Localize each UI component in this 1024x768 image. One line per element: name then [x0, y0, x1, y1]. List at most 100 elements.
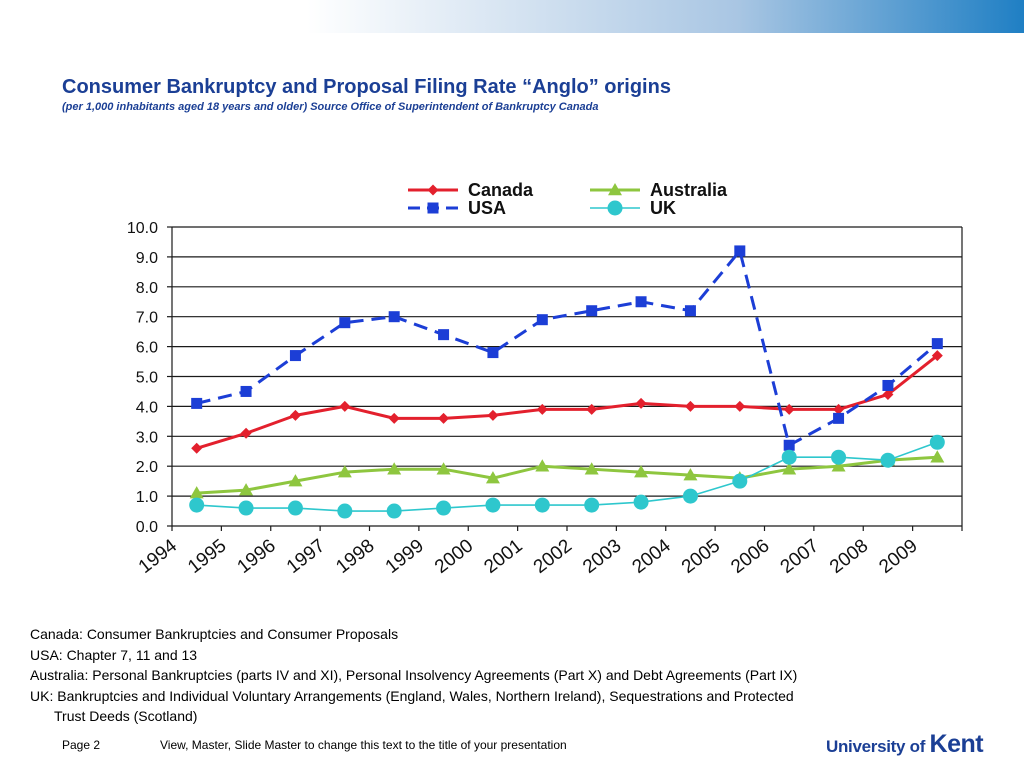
x-tick-label: 2000 — [431, 535, 477, 578]
y-tick-label: 5.0 — [136, 370, 158, 387]
data-point — [635, 397, 647, 409]
legend-item-australia: Australia — [590, 180, 728, 200]
data-point — [633, 494, 649, 510]
series-markers-usa — [191, 245, 943, 451]
x-tick-label: 1997 — [283, 535, 329, 578]
note-uk: UK: Bankruptcies and Individual Voluntar… — [30, 687, 794, 704]
data-point — [586, 403, 598, 415]
data-point — [388, 412, 400, 424]
data-point — [536, 314, 548, 326]
legend-label: Australia — [650, 180, 728, 200]
data-point — [833, 403, 845, 415]
x-tick-label: 2006 — [727, 535, 773, 578]
university-of-kent-logo: University of Kent — [826, 730, 984, 759]
data-point — [833, 412, 845, 424]
data-point — [536, 403, 548, 415]
x-tick-label: 1996 — [234, 535, 280, 578]
data-point — [882, 388, 894, 400]
data-point — [783, 403, 795, 415]
data-point — [438, 329, 450, 341]
x-tick-label: 1994 — [135, 535, 182, 578]
y-tick-label: 10.0 — [127, 220, 158, 237]
data-point — [487, 347, 499, 359]
data-point — [240, 385, 252, 397]
data-point — [240, 427, 252, 439]
logo-kent-text: Kent — [929, 730, 984, 758]
data-point — [189, 497, 205, 513]
data-point — [239, 483, 254, 496]
data-point — [682, 488, 698, 504]
data-point — [882, 379, 894, 391]
x-tick-label: 2004 — [629, 535, 676, 578]
x-tick-label: 2009 — [875, 535, 921, 578]
data-point — [339, 400, 351, 412]
chart-series — [189, 245, 945, 519]
data-point — [288, 474, 303, 487]
data-point — [931, 338, 943, 350]
data-point — [289, 409, 301, 421]
data-point — [607, 200, 623, 216]
x-tick-label: 2002 — [530, 535, 576, 578]
footer-presentation-title: View, Master, Slide Master to change thi… — [160, 738, 567, 752]
chart-legend: Canada Australia USA UK — [408, 180, 728, 218]
data-point — [191, 442, 203, 454]
y-tick-label: 3.0 — [136, 429, 158, 446]
data-point — [535, 459, 550, 472]
y-tick-label: 8.0 — [136, 280, 158, 297]
data-point — [337, 465, 352, 478]
data-point — [586, 305, 598, 317]
data-point — [683, 468, 698, 481]
data-point — [238, 500, 254, 516]
data-point — [584, 497, 600, 513]
data-point — [584, 462, 599, 475]
data-point — [831, 459, 846, 472]
data-point — [436, 462, 451, 475]
data-point — [485, 497, 501, 513]
y-tick-label: 9.0 — [136, 250, 158, 267]
legend-item-canada: Canada — [408, 180, 534, 200]
x-tick-label: 2005 — [678, 535, 724, 578]
data-point — [880, 452, 896, 468]
data-point — [783, 439, 795, 451]
slide-subtitle: (per 1,000 inhabitants aged 18 years and… — [62, 101, 599, 113]
y-tick-label: 0.0 — [136, 519, 158, 536]
data-point — [684, 305, 696, 317]
data-point — [782, 462, 797, 475]
legend-item-usa: USA — [408, 198, 506, 218]
data-point — [337, 503, 353, 519]
data-point — [427, 184, 439, 196]
data-point — [485, 471, 500, 484]
data-point — [191, 397, 203, 409]
note-canada: Canada: Consumer Bankruptcies and Consum… — [30, 626, 399, 642]
x-tick-label: 2008 — [826, 535, 872, 578]
data-point — [930, 450, 945, 463]
x-tick-label: 1998 — [332, 535, 378, 578]
y-tick-label: 2.0 — [136, 459, 158, 476]
data-point — [438, 412, 450, 424]
data-point — [427, 202, 439, 214]
data-point — [388, 311, 400, 323]
y-tick-label: 1.0 — [136, 489, 158, 506]
x-tick-label: 2001 — [480, 535, 526, 578]
x-tick-label: 1995 — [184, 535, 230, 578]
source-notes: Canada: Consumer Bankruptcies and Consum… — [30, 624, 910, 727]
data-point — [635, 296, 647, 308]
data-point — [732, 473, 748, 489]
data-point — [734, 245, 746, 257]
chart-grid — [172, 226, 962, 527]
x-tick-label: 2007 — [777, 535, 823, 578]
y-tick-label: 4.0 — [136, 399, 158, 416]
data-point — [289, 350, 301, 362]
x-tick-label: 1999 — [382, 535, 428, 578]
series-line-uk — [196, 441, 938, 512]
y-tick-label: 6.0 — [136, 340, 158, 357]
series-line-usa — [196, 249, 939, 447]
series-markers-canada — [191, 350, 943, 454]
data-point — [386, 503, 402, 519]
legend-label: UK — [650, 198, 676, 218]
legend-label: Canada — [468, 180, 534, 200]
note-australia: Australia: Personal Bankruptcies (parts … — [30, 667, 798, 683]
data-point — [929, 434, 945, 450]
data-point — [387, 462, 402, 475]
